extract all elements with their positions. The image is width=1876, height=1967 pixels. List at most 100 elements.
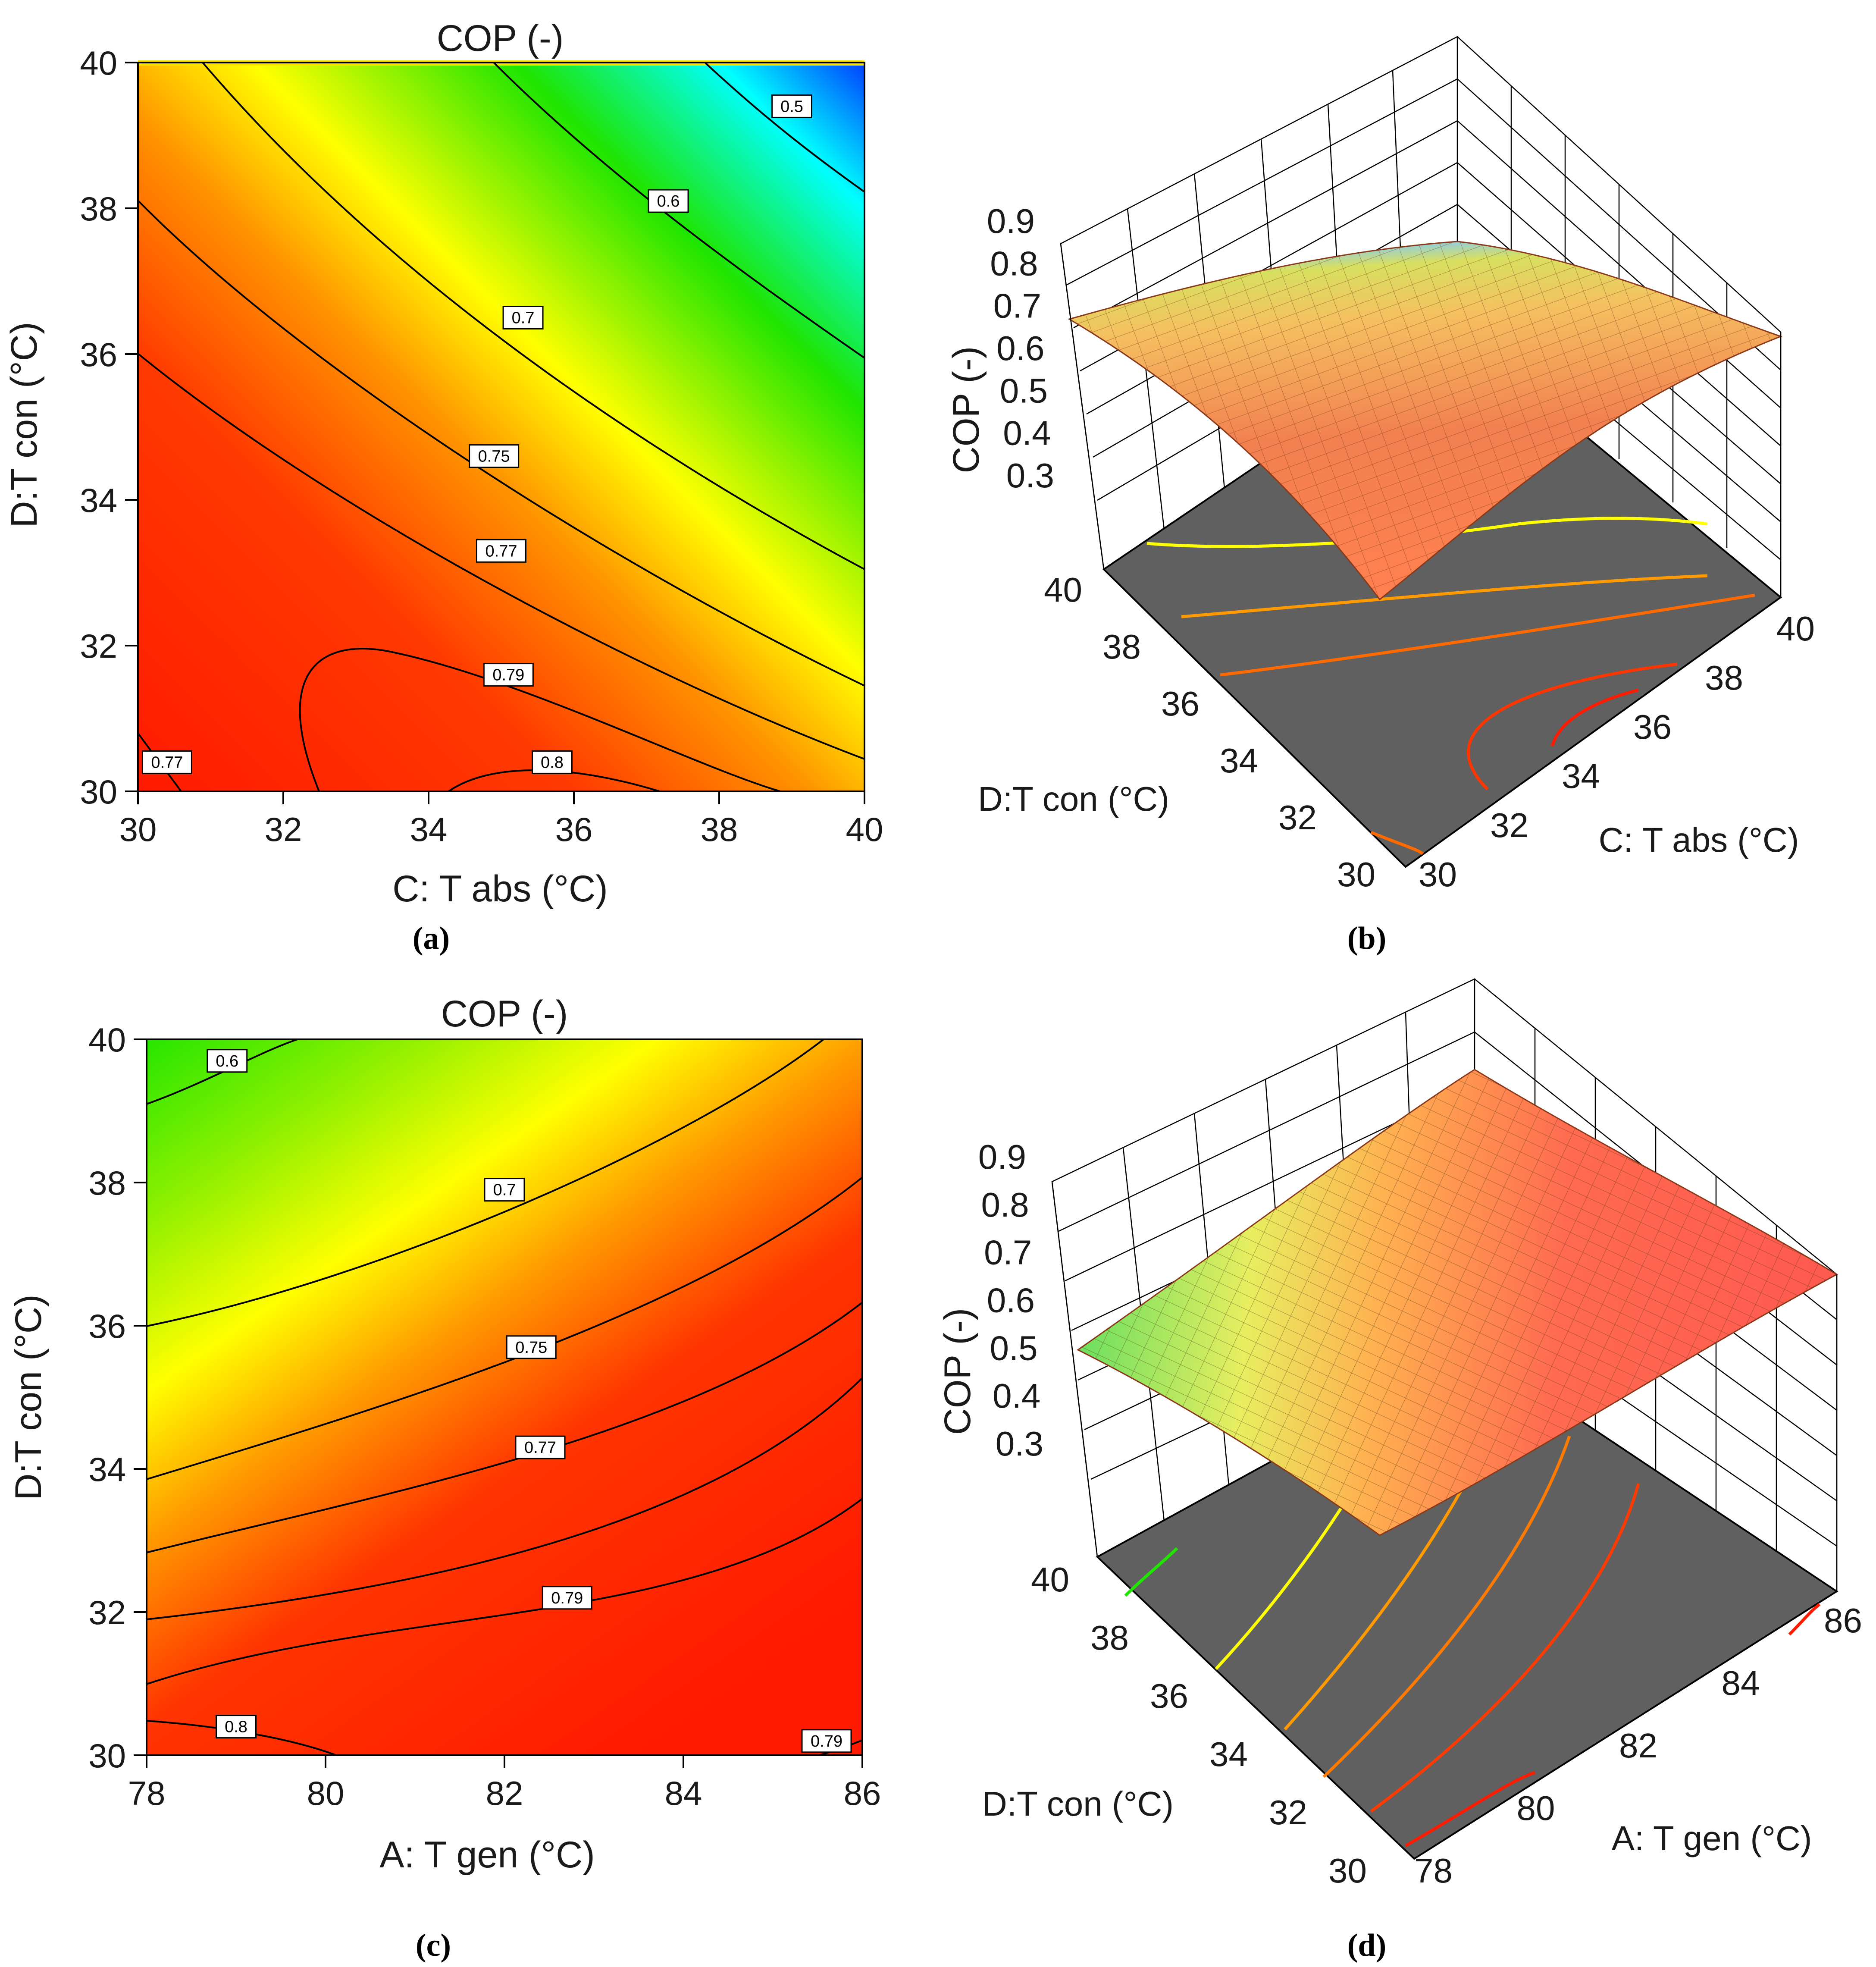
y-tick-label: 38 <box>88 1164 126 1202</box>
contour-label: 0.77 <box>515 1435 566 1459</box>
z-tick-label: 0.6 <box>987 1281 1035 1320</box>
y-tick-label: 36 <box>80 336 117 373</box>
x-axis-label-d: A: T gen (°C) <box>1612 1819 1812 1857</box>
contour-label-box <box>216 1715 257 1739</box>
contour-label-box <box>141 750 192 774</box>
y-tick-label: 38 <box>1102 627 1141 666</box>
contour-label: 0.8 <box>216 1715 257 1739</box>
y-tick-label: 38 <box>80 190 117 228</box>
x-tick-label: 80 <box>1517 1789 1555 1827</box>
z-tick-label: 0.7 <box>993 287 1041 325</box>
z-tick-label: 0.8 <box>981 1186 1029 1224</box>
y-ticks-b: 40 38 36 34 32 30 <box>1044 571 1375 894</box>
z-tick-label: 0.9 <box>978 1138 1026 1176</box>
y-ticks-c: 30 32 34 36 38 40 <box>88 1021 147 1775</box>
y-tick-label: 40 <box>1044 571 1082 609</box>
contour-label-box <box>648 189 689 213</box>
contour-label-box <box>542 1586 592 1610</box>
contour-label-box <box>502 306 544 329</box>
contour-label-box <box>483 663 534 687</box>
contour-label: 0.79 <box>542 1586 592 1610</box>
y-ticks-a: 30 32 34 36 38 40 <box>80 44 138 811</box>
contour-label: 0.7 <box>502 306 544 329</box>
y-axis-label-c: D:T con (°C) <box>8 1294 49 1500</box>
surface-mesh-b <box>1069 242 1781 599</box>
contour-label-box <box>469 444 520 468</box>
y-axis-label-b: D:T con (°C) <box>978 780 1169 818</box>
x-tick-label: 34 <box>410 810 448 848</box>
contour-label-text: 0.77 <box>151 753 183 772</box>
y-axis-label-d: D:T con (°C) <box>982 1785 1174 1823</box>
contour-label-text: 0.75 <box>478 448 510 466</box>
contour-label: 0.7 <box>484 1178 525 1202</box>
contour-label-text: 0.6 <box>216 1052 238 1070</box>
x-axis-label-b: C: T abs (°C) <box>1599 821 1799 859</box>
contour-label: 0.77 <box>476 539 526 563</box>
x-tick-label: 30 <box>1419 855 1457 894</box>
y-tick-label: 32 <box>1269 1793 1307 1832</box>
y-tick-label: 38 <box>1090 1619 1129 1657</box>
panel-caption-a: (a) <box>413 921 450 956</box>
contour-label-box <box>801 1729 852 1753</box>
chart-title-c: COP (-) <box>441 993 568 1035</box>
x-axis-label-a: C: T abs (°C) <box>392 868 608 910</box>
y-tick-label: 30 <box>88 1737 126 1775</box>
y-tick-label: 34 <box>88 1450 126 1488</box>
z-tick-label: 0.4 <box>993 1377 1040 1415</box>
y-tick-label: 34 <box>1220 741 1258 780</box>
contour-label-box <box>476 539 526 563</box>
x-tick-label: 36 <box>555 810 593 848</box>
x-tick-label: 38 <box>701 810 738 848</box>
y-ticks-d: 40 38 36 34 32 30 <box>1031 1560 1367 1890</box>
y-tick-label: 40 <box>80 44 117 82</box>
contour-label: 0.75 <box>469 444 520 468</box>
contour-label-box <box>484 1178 525 1202</box>
x-ticks-a: 30 32 34 36 38 40 <box>119 791 883 848</box>
x-tick-label: 86 <box>844 1774 881 1812</box>
contour-label-text: 0.7 <box>493 1181 516 1199</box>
contour-label: 0.6 <box>648 189 689 213</box>
x-tick-label: 30 <box>119 810 157 848</box>
y-tick-label: 32 <box>88 1594 126 1631</box>
y-tick-label: 30 <box>1328 1851 1367 1890</box>
contour-label-box <box>531 750 573 774</box>
contour-label: 0.79 <box>483 663 534 687</box>
contour-label-text: 0.6 <box>657 192 680 210</box>
contour-labels-a: 0.5 0.6 0.7 0.75 0.77 0.79 0.8 0.77 <box>141 94 812 774</box>
x-tick-label: 38 <box>1705 659 1743 697</box>
panel-caption-b: (b) <box>1347 921 1386 956</box>
contour-label-box <box>207 1049 248 1073</box>
contour-label: 0.77 <box>141 750 192 774</box>
x-tick-label: 78 <box>128 1774 166 1812</box>
contour-label-text: 0.77 <box>524 1439 556 1457</box>
contour-label-box <box>515 1435 566 1459</box>
panel-a: 0.5 0.6 0.7 0.75 0.77 0.79 0.8 0.77 COP (-) 30 3… <box>3 18 883 956</box>
contour-label: 0.8 <box>531 750 573 774</box>
x-tick-label: 32 <box>1490 806 1528 844</box>
x-tick-label: 34 <box>1562 757 1600 795</box>
z-ticks-d: 0.9 0.8 0.7 0.6 0.5 0.4 0.3 <box>978 1138 1043 1463</box>
z-tick-label: 0.3 <box>996 1424 1043 1463</box>
z-axis-label-d: COP (-) <box>937 1308 978 1435</box>
chart-title-a: COP (-) <box>437 18 564 59</box>
contour-labels-c: 0.6 0.7 0.75 0.77 0.79 0.8 0.79 <box>207 1049 852 1753</box>
panel-c: 0.6 0.7 0.75 0.77 0.79 0.8 0.79 COP (-) 78 80 82… <box>8 993 881 1963</box>
x-tick-label: 82 <box>1619 1726 1657 1765</box>
floor-contours-b <box>1146 517 1755 855</box>
contour-label-box <box>506 1335 557 1359</box>
x-ticks-d: 78 80 82 84 86 <box>1414 1601 1862 1890</box>
z-axis-label-b: COP (-) <box>946 346 987 474</box>
x-tick-label: 40 <box>846 810 883 848</box>
contour-label: 0.79 <box>801 1729 852 1753</box>
contour-label: 0.75 <box>506 1335 557 1359</box>
contour-label: 0.5 <box>771 94 812 118</box>
contour-label: 0.6 <box>207 1049 248 1073</box>
z-tick-label: 0.9 <box>987 202 1035 240</box>
y-tick-label: 32 <box>80 627 117 665</box>
z-tick-label: 0.4 <box>1003 414 1051 452</box>
contour-label-text: 0.8 <box>541 753 564 772</box>
z-tick-label: 0.8 <box>990 244 1038 282</box>
z-tick-label: 0.5 <box>1000 371 1048 410</box>
x-ticks-b: 30 32 34 36 38 40 <box>1419 609 1815 894</box>
